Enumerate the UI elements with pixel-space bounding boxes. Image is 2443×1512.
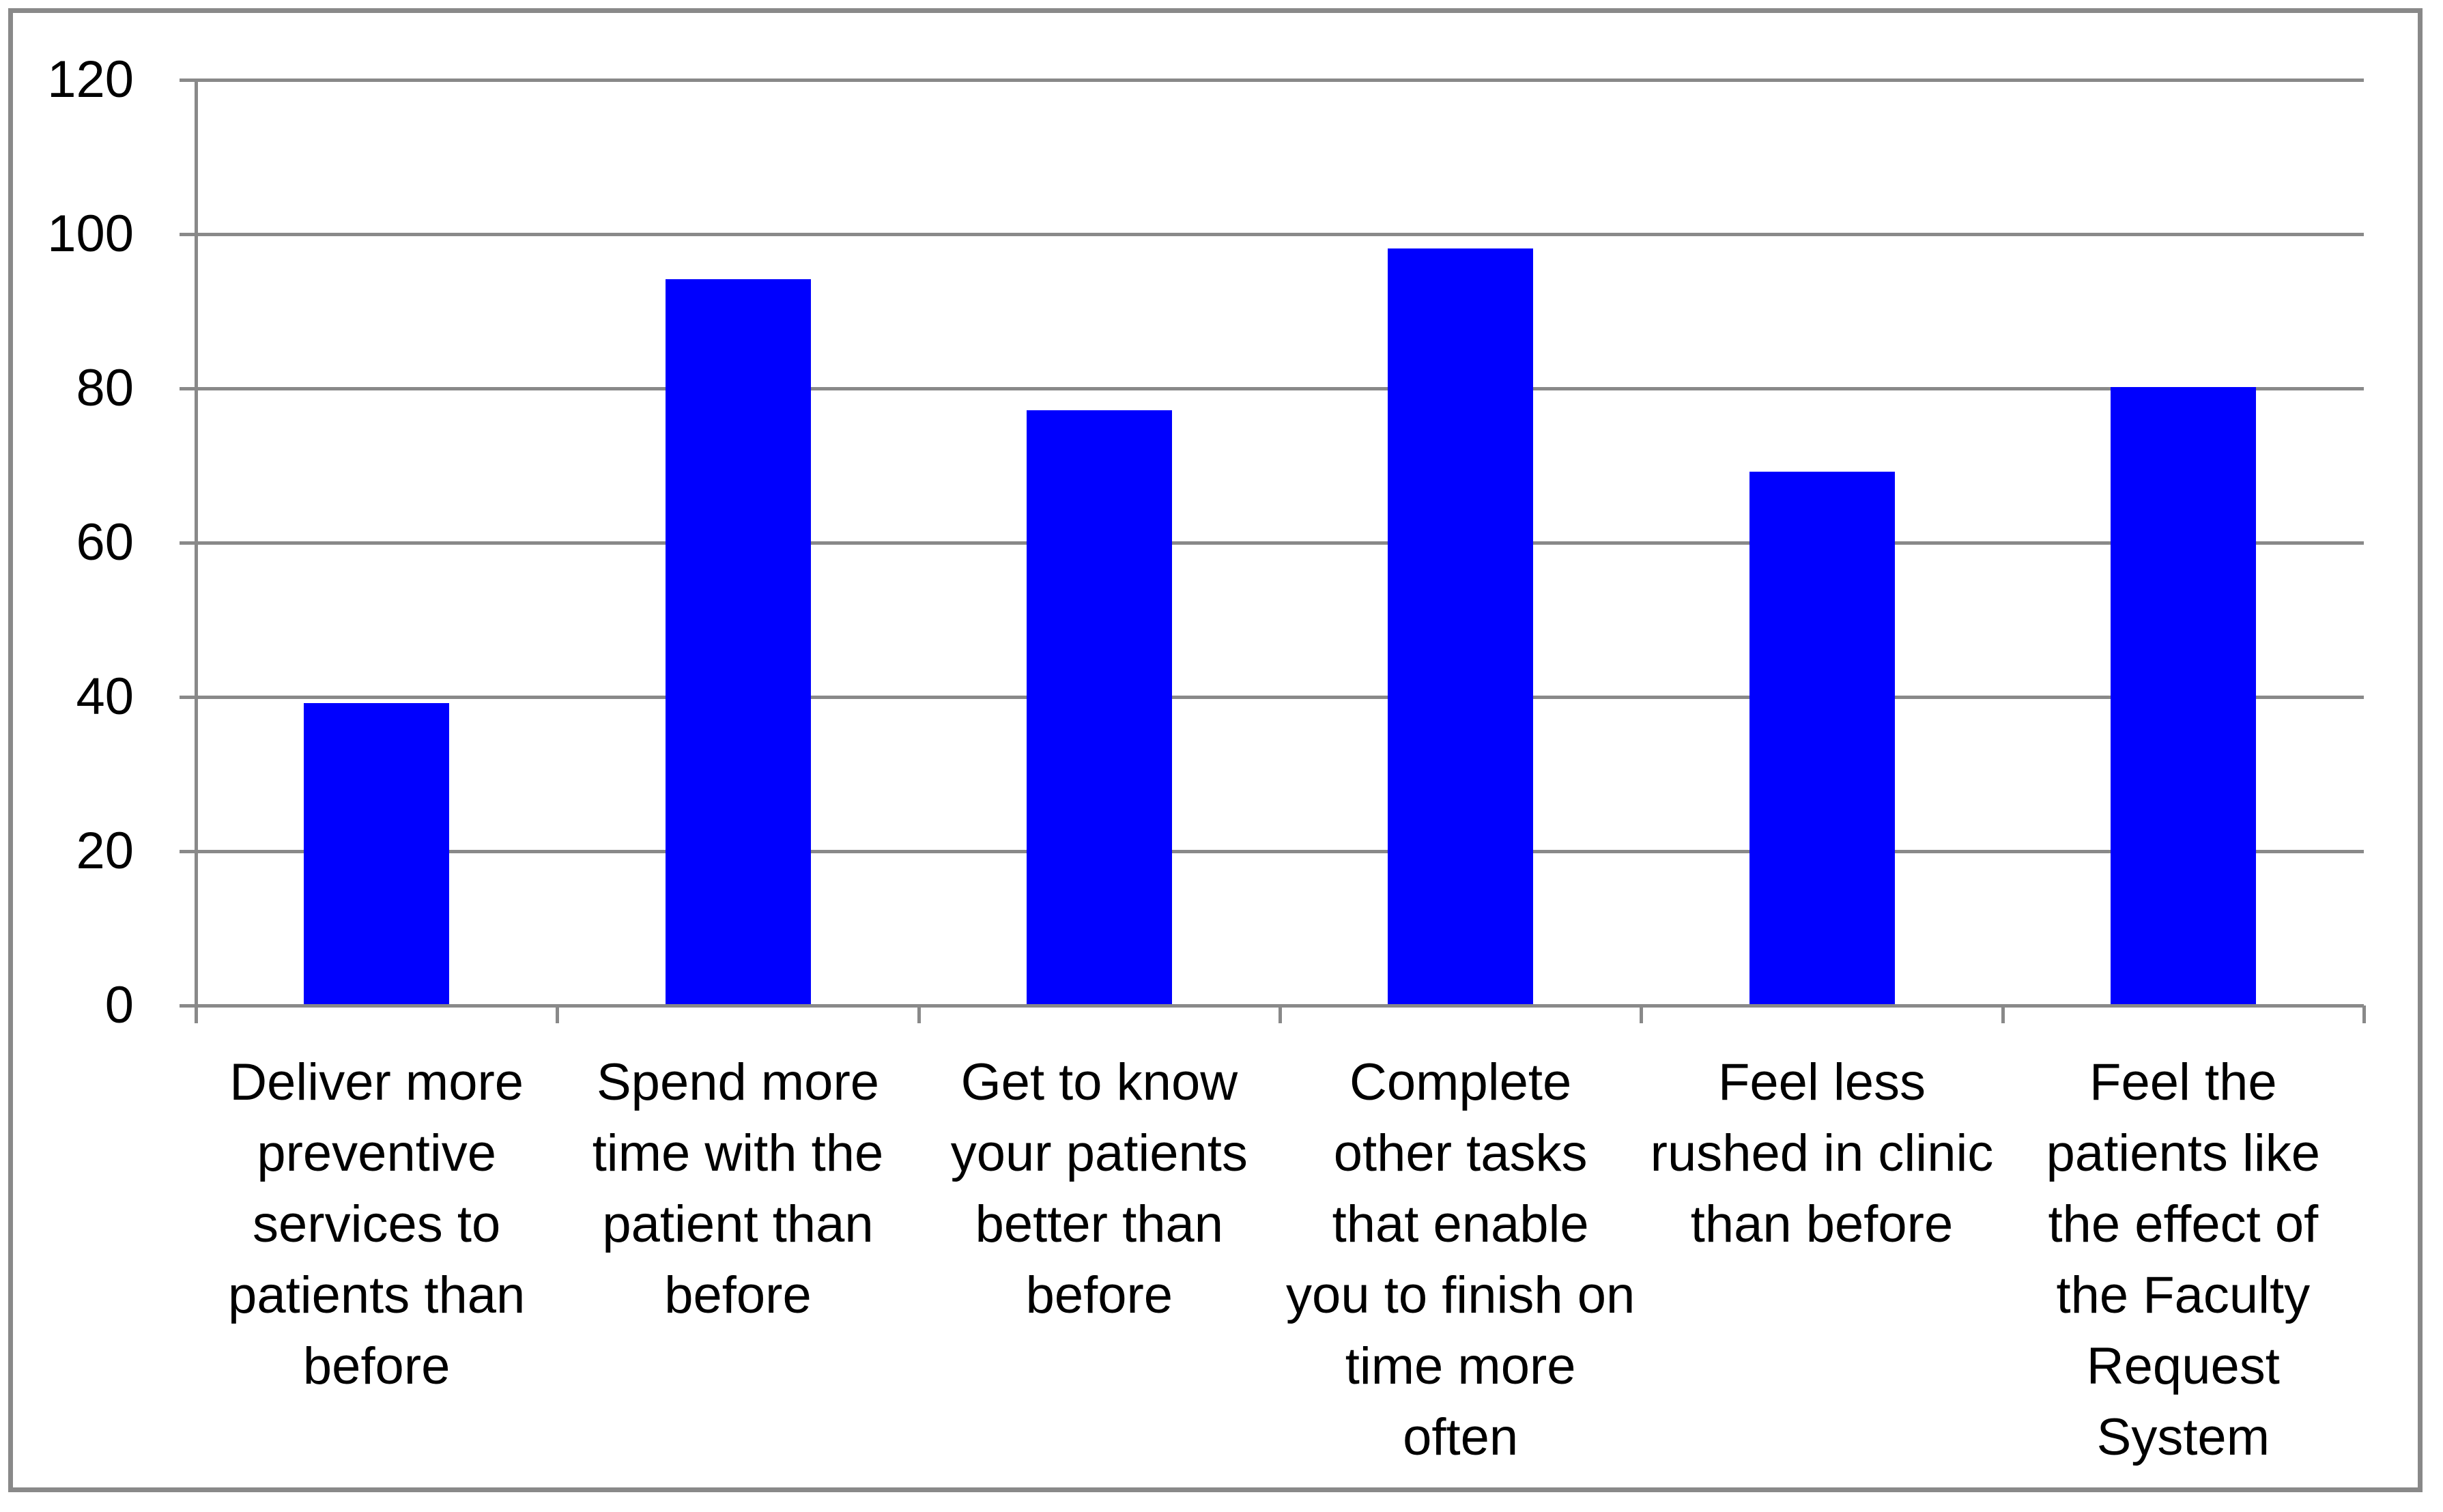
x-axis-tick xyxy=(1640,1005,1644,1023)
y-axis-tick xyxy=(180,232,196,236)
bar-category-3 xyxy=(1026,410,1172,1004)
x-axis-tick xyxy=(556,1005,560,1023)
bar-category-2 xyxy=(665,279,811,1004)
y-axis-tick xyxy=(180,849,196,853)
y-tick-label-100: 100 xyxy=(47,205,134,263)
x-axis-tick xyxy=(2001,1005,2005,1023)
x-category-label-6: Feel the patients like the effect of the… xyxy=(2046,1053,2320,1466)
y-tick-label-20: 20 xyxy=(76,822,134,880)
y-tick-label-120: 120 xyxy=(47,51,134,109)
x-category-label-2: Spend more time with the patient than be… xyxy=(592,1053,884,1324)
y-tick-label-80: 80 xyxy=(76,359,134,417)
gridline-y-80 xyxy=(180,386,2364,390)
y-axis-tick xyxy=(180,695,196,699)
bar-category-1 xyxy=(304,703,450,1004)
plot-area xyxy=(180,78,2366,1023)
x-category-label-3: Get to know your patients better than be… xyxy=(950,1053,1248,1324)
y-tick-label-40: 40 xyxy=(76,668,134,726)
x-axis-tick xyxy=(2362,1005,2366,1023)
bar-category-4 xyxy=(1388,248,1534,1004)
y-tick-label-0: 0 xyxy=(104,976,134,1034)
gridline-y-120 xyxy=(180,78,2364,82)
x-axis-tick xyxy=(917,1005,921,1023)
bar-category-6 xyxy=(2110,387,2256,1004)
x-axis-tick xyxy=(1278,1005,1282,1023)
y-axis-tick xyxy=(180,1003,196,1008)
gridline-y-100 xyxy=(180,232,2364,236)
gridline-y-60 xyxy=(180,541,2364,545)
bar-category-5 xyxy=(1749,472,1895,1004)
y-axis-line xyxy=(195,80,198,1005)
x-category-label-5: Feel less rushed in clinic than before xyxy=(1650,1053,1994,1253)
gridline-y-40 xyxy=(180,695,2364,699)
y-axis-tick xyxy=(180,78,196,82)
gridline-y-20 xyxy=(180,849,2364,853)
y-tick-label-60: 60 xyxy=(76,513,134,571)
x-category-label-1: Deliver more preventive services to pati… xyxy=(228,1053,526,1395)
y-axis-tick xyxy=(180,541,196,545)
y-axis-tick xyxy=(180,386,196,390)
x-axis-tick xyxy=(195,1005,198,1023)
x-category-label-4: Complete other tasks that enable you to … xyxy=(1286,1053,1635,1466)
chart-figure: 0 20 40 60 80 100 120 Deliver more preventive … xyxy=(8,8,2423,1492)
